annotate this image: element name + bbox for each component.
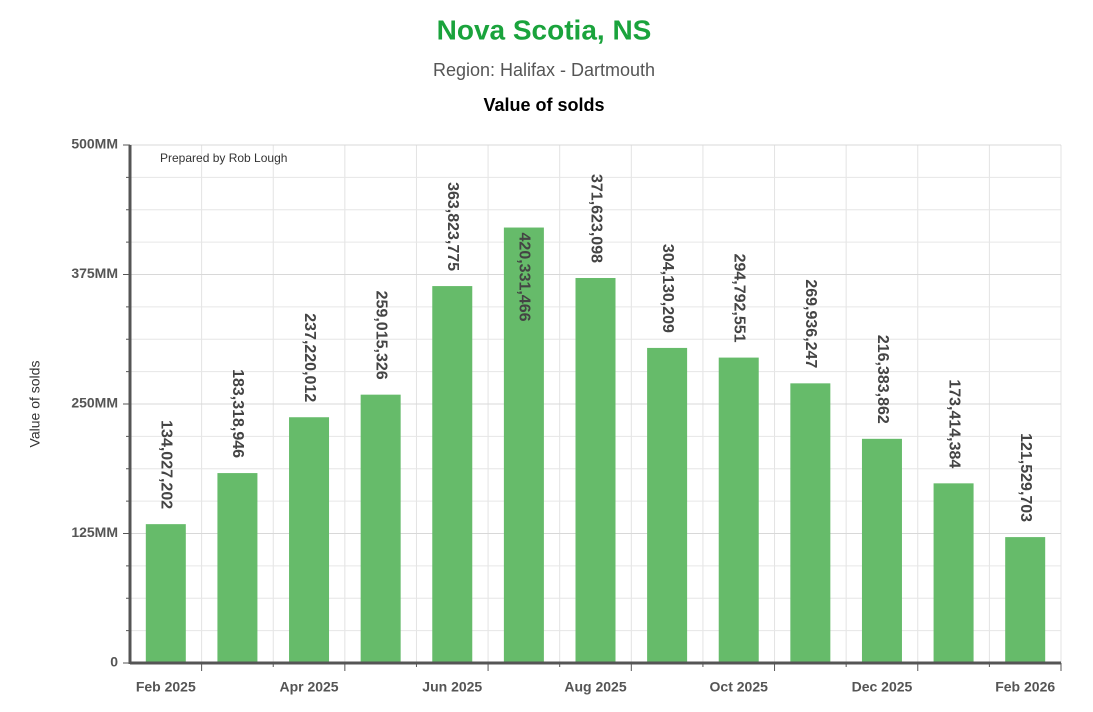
data-label: 294,792,551 (730, 254, 747, 343)
data-label: 134,027,202 (158, 420, 175, 509)
bar (217, 473, 258, 663)
annotation: Prepared by Rob Lough (160, 151, 287, 165)
bar (575, 277, 616, 663)
data-label: 237,220,012 (301, 313, 318, 402)
data-label: 420,331,466 (516, 233, 533, 322)
y-tick-label: 250MM (71, 395, 118, 411)
x-tick-label: Feb 2026 (995, 679, 1055, 695)
bar (790, 383, 831, 663)
data-label: 259,015,326 (372, 291, 389, 380)
bar (503, 227, 544, 663)
bar (145, 524, 186, 663)
y-tick-label: 500MM (71, 136, 118, 152)
chart-subtitle: Region: Halifax - Dartmouth (433, 60, 655, 80)
x-tick-label: Apr 2025 (279, 679, 338, 695)
x-tick-label: Jun 2025 (422, 679, 482, 695)
data-label: 216,383,862 (874, 335, 891, 424)
y-axis-label: Value of solds (27, 361, 43, 448)
y-tick-label: 125MM (71, 524, 118, 540)
x-tick-label: Aug 2025 (564, 679, 626, 695)
chart-heading: Value of solds (483, 95, 604, 115)
data-label: 183,318,946 (229, 369, 246, 458)
data-label: 121,529,703 (1017, 433, 1034, 522)
x-tick-label: Dec 2025 (852, 679, 913, 695)
data-label: 269,936,247 (802, 279, 819, 368)
bar (718, 357, 759, 663)
data-label: 173,414,384 (945, 379, 962, 468)
bar (647, 347, 688, 663)
y-tick-label: 0 (110, 654, 118, 670)
bar (1005, 537, 1046, 663)
data-label: 371,623,098 (587, 174, 604, 263)
x-tick-label: Oct 2025 (710, 679, 769, 695)
data-label: 363,823,775 (444, 182, 461, 271)
x-tick-label: Feb 2025 (136, 679, 196, 695)
y-tick-label: 375MM (71, 265, 118, 281)
data-label: 304,130,209 (659, 244, 676, 333)
bar (289, 417, 330, 663)
bar (933, 483, 974, 663)
bar (861, 438, 902, 663)
bar (360, 394, 401, 663)
chart-title: Nova Scotia, NS (437, 14, 652, 45)
bar (432, 286, 473, 663)
